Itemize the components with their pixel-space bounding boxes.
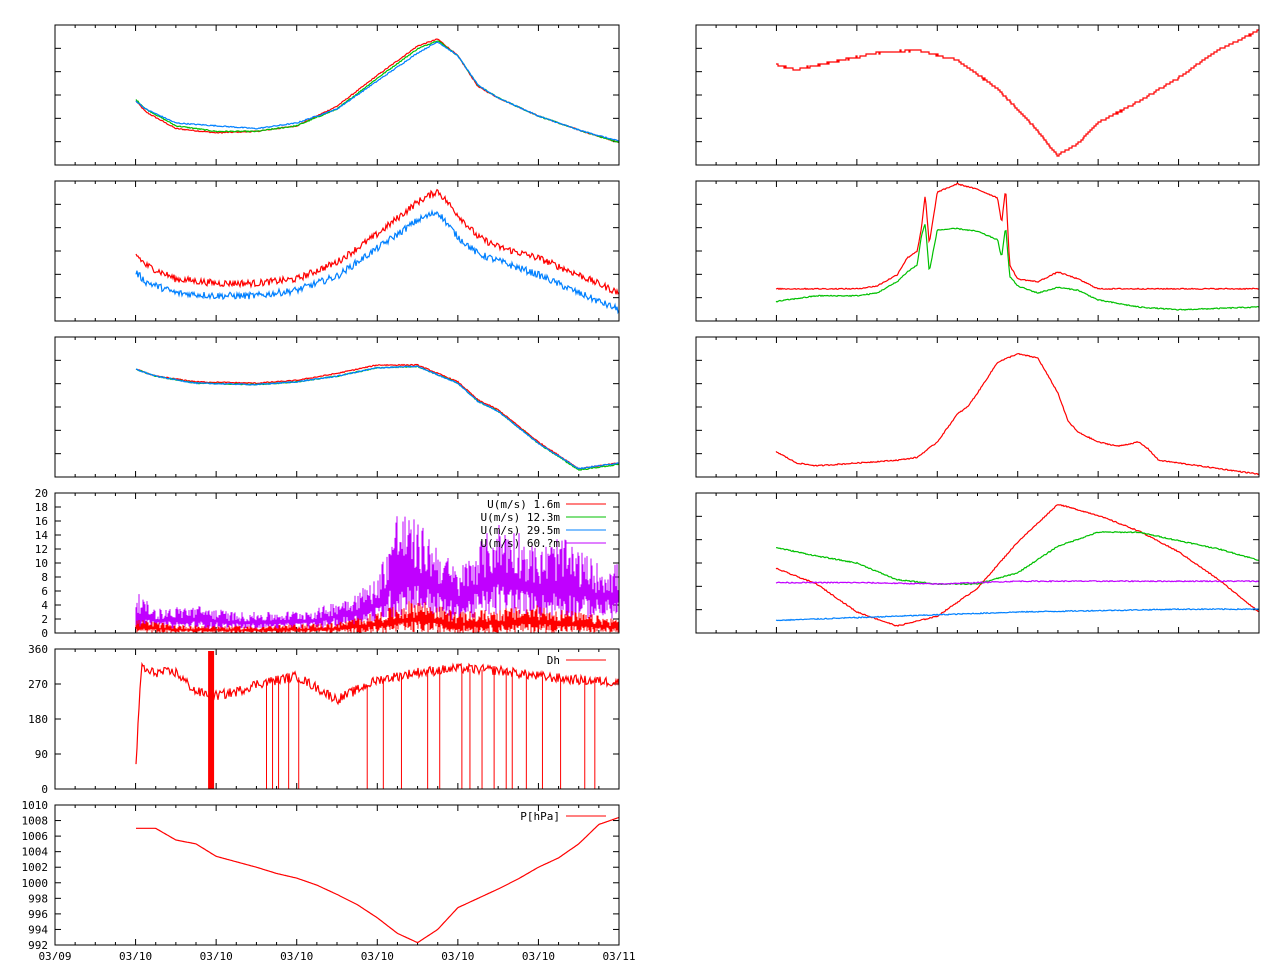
x-tick-label-date: 03/10: [119, 950, 152, 960]
plot-frame-left-5-dir: [54, 648, 620, 790]
series-left-1-blue: [135, 41, 619, 142]
y-tick-label-left-4-wind: 0: [41, 627, 48, 640]
plot-frame-left-2: [54, 180, 620, 322]
legend-label-left-4-wind: U(m/s) 29.5m: [481, 524, 561, 537]
y-tick-label-left-6-pressure: 1010: [22, 799, 49, 812]
y-tick-label-left-4-wind: 20: [35, 487, 48, 500]
x-tick-label-date: 03/10: [361, 950, 394, 960]
x-tick-label-date: 03/10: [522, 950, 555, 960]
legend-label-left-5-dir: Dh: [547, 654, 560, 667]
series-right-4-red: [775, 504, 1259, 627]
y-tick-label-left-6-pressure: 1000: [22, 877, 49, 890]
y-tick-label-left-4-wind: 16: [35, 515, 48, 528]
legend-label-left-6-pressure: P[hPa]: [520, 810, 560, 823]
series-right-3-red: [775, 352, 1259, 476]
series-left-3-blue: [135, 365, 619, 470]
series-left-5-dir-red: [135, 661, 619, 765]
series-right-1-red: [776, 29, 1259, 157]
plot-frame-left-6-pressure: [54, 804, 620, 946]
series-right-4-green: [776, 531, 1259, 586]
plot-frame-right-3: [695, 336, 1260, 478]
plot-area-right-2: [775, 182, 1259, 311]
plot-area-left-3: [135, 363, 619, 471]
plot-frame-left-3: [54, 336, 620, 478]
series-left-4-wind-red: [135, 601, 619, 633]
series-left-2-red: [135, 188, 619, 295]
x-tick-label-date: 03/10: [200, 950, 233, 960]
series-left-1-red: [135, 38, 619, 143]
plot-area-left-2: [135, 188, 619, 315]
y-tick-label-left-5-dir: 360: [28, 643, 48, 656]
plot-area-right-4: [775, 504, 1259, 627]
y-tick-label-left-4-wind: 10: [35, 557, 48, 570]
legend-label-left-4-wind: U(m/s) 60.?m: [481, 537, 561, 550]
series-left-4-wind-purple: [135, 516, 619, 630]
y-tick-label-left-6-pressure: 1004: [22, 846, 49, 859]
series-right-4-blue: [775, 607, 1259, 622]
plot-area-left-6-pressure: [136, 816, 619, 943]
series-left-1-green: [135, 40, 619, 144]
y-tick-label-left-5-dir: 270: [28, 678, 48, 691]
plot-frame-right-4: [695, 492, 1260, 634]
y-tick-label-left-6-pressure: 992: [28, 939, 48, 952]
y-tick-label-left-4-wind: 18: [35, 501, 48, 514]
x-tick-label-date: 03/09: [38, 950, 71, 960]
plot-area-right-3: [775, 352, 1259, 476]
y-tick-label-left-4-wind: 8: [41, 571, 48, 584]
y-tick-label-left-6-pressure: 996: [28, 908, 48, 921]
plot-area-right-1: [776, 29, 1259, 157]
plot-frame-right-1: [695, 24, 1260, 166]
series-left-3-red: [135, 363, 619, 470]
legend-label-left-4-wind: U(m/s) 12.3m: [481, 511, 561, 524]
y-tick-label-left-6-pressure: 1006: [22, 830, 49, 843]
y-tick-label-left-4-wind: 12: [35, 543, 48, 556]
y-tick-label-left-6-pressure: 998: [28, 892, 48, 905]
series-right-2-red: [775, 182, 1259, 291]
series-right-2-green: [775, 224, 1259, 311]
y-tick-label-left-6-pressure: 1008: [22, 815, 49, 828]
wind-direction-block: [208, 651, 215, 789]
y-tick-label-left-6-pressure: 994: [28, 923, 48, 936]
y-tick-label-left-5-dir: 180: [28, 713, 48, 726]
y-tick-label-left-6-pressure: 1002: [22, 861, 49, 874]
series-left-2-blue: [135, 208, 619, 315]
x-tick-label-date: 03/10: [441, 950, 474, 960]
y-tick-label-left-5-dir: 90: [35, 748, 48, 761]
y-tick-label-left-4-wind: 4: [41, 599, 48, 612]
y-tick-label-left-4-wind: 2: [41, 613, 48, 626]
y-tick-label-left-4-wind: 6: [41, 585, 48, 598]
plot-area-left-1: [135, 38, 619, 144]
y-tick-label-left-5-dir: 0: [41, 783, 48, 796]
series-right-4-purple: [775, 579, 1259, 586]
plot-area-left-5-dir: [135, 651, 619, 789]
series-left-3-green: [135, 365, 619, 471]
x-tick-label-date: 03/10: [280, 950, 313, 960]
legend-label-left-4-wind: U(m/s) 1.6m: [487, 498, 560, 511]
plot-area-left-4-wind: [135, 516, 619, 633]
plot-frame-left-1: [54, 24, 620, 166]
x-tick-label-date: 03/11: [602, 950, 635, 960]
y-tick-label-left-4-wind: 14: [35, 529, 49, 542]
series-left-6-pressure-red: [136, 816, 619, 943]
